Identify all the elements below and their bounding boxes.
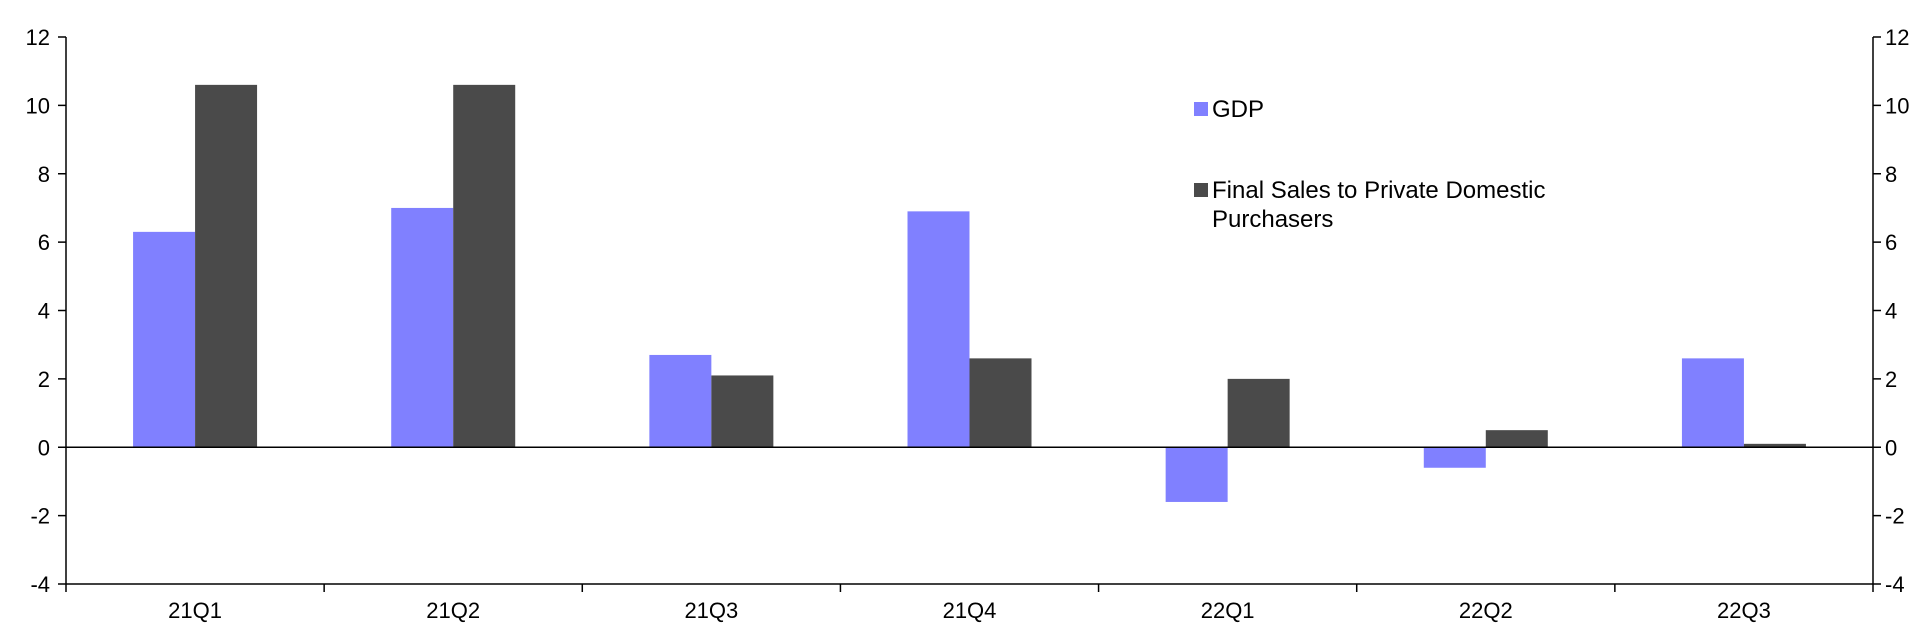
bar-final-sales-21q3: [711, 375, 774, 448]
legend-label-final-sales-line2: Purchasers: [1212, 206, 1333, 233]
y-tick-label-right: 4: [1885, 299, 1897, 324]
y-tick-label-right: -2: [1885, 504, 1905, 529]
bars-layer: [133, 84, 1806, 502]
x-category-label-21q3: 21Q3: [684, 598, 738, 623]
x-category-label-22q3: 22Q3: [1717, 598, 1771, 623]
bar-gdp-22q2: [1423, 447, 1486, 468]
bar-gdp-22q3: [1681, 358, 1744, 448]
bar-final-sales-22q3: [1743, 443, 1806, 448]
x-category-label-21q2: 21Q2: [426, 598, 480, 623]
y-tick-label-left: 10: [26, 93, 50, 118]
y-tick-label-right: 2: [1885, 367, 1897, 392]
y-tick-label-left: 2: [38, 367, 50, 392]
legend-label-gdp: GDP: [1212, 96, 1264, 123]
bar-final-sales-21q1: [195, 84, 258, 448]
bar-gdp-21q1: [133, 231, 196, 448]
y-tick-label-left: 0: [38, 435, 50, 460]
bar-final-sales-22q1: [1227, 378, 1290, 448]
bar-final-sales-21q2: [453, 84, 516, 448]
y-tick-label-right: 8: [1885, 162, 1897, 187]
x-category-label-21q4: 21Q4: [943, 598, 997, 623]
y-tick-label-right: 6: [1885, 230, 1897, 255]
legend-label-final-sales: Final Sales to Private Domestic Purchase…: [1212, 177, 1552, 233]
y-tick-label-right: 0: [1885, 435, 1897, 460]
y-tick-label-left: 6: [38, 230, 50, 255]
bar-final-sales-21q4: [969, 358, 1032, 448]
y-tick-label-left: 8: [38, 162, 50, 187]
legend: GDP Final Sales to Private Domestic Purc…: [1194, 96, 1552, 233]
x-category-label-21q1: 21Q1: [168, 598, 222, 623]
y-tick-label-left: -4: [30, 572, 50, 597]
bar-gdp-21q4: [907, 211, 970, 448]
legend-swatch-final-sales: [1194, 183, 1208, 197]
bar-gdp-22q1: [1165, 447, 1228, 502]
legend-swatch-gdp: [1194, 102, 1208, 116]
y-tick-label-left: 12: [26, 25, 50, 50]
bar-final-sales-22q2: [1485, 430, 1548, 448]
x-category-label-22q2: 22Q2: [1459, 598, 1513, 623]
bar-gdp-21q2: [391, 207, 454, 448]
ticks-layer: [58, 36, 1881, 592]
legend-label-final-sales-line1: Final Sales to Private Domestic: [1212, 177, 1545, 204]
labels-layer: 12 12 10 10 8 8 6 6 4 4 2 2 0 0 -2 -2 -4 -4 21Q1 21Q2 21Q3 21…: [26, 25, 1910, 623]
bar-gdp-21q3: [649, 354, 712, 448]
y-tick-label-left: 4: [38, 299, 50, 324]
y-tick-label-right: -4: [1885, 572, 1905, 597]
y-tick-label-right: 12: [1885, 25, 1909, 50]
y-tick-label-right: 10: [1885, 93, 1909, 118]
x-category-label-22q1: 22Q1: [1201, 598, 1255, 623]
y-tick-label-left: -2: [30, 504, 50, 529]
